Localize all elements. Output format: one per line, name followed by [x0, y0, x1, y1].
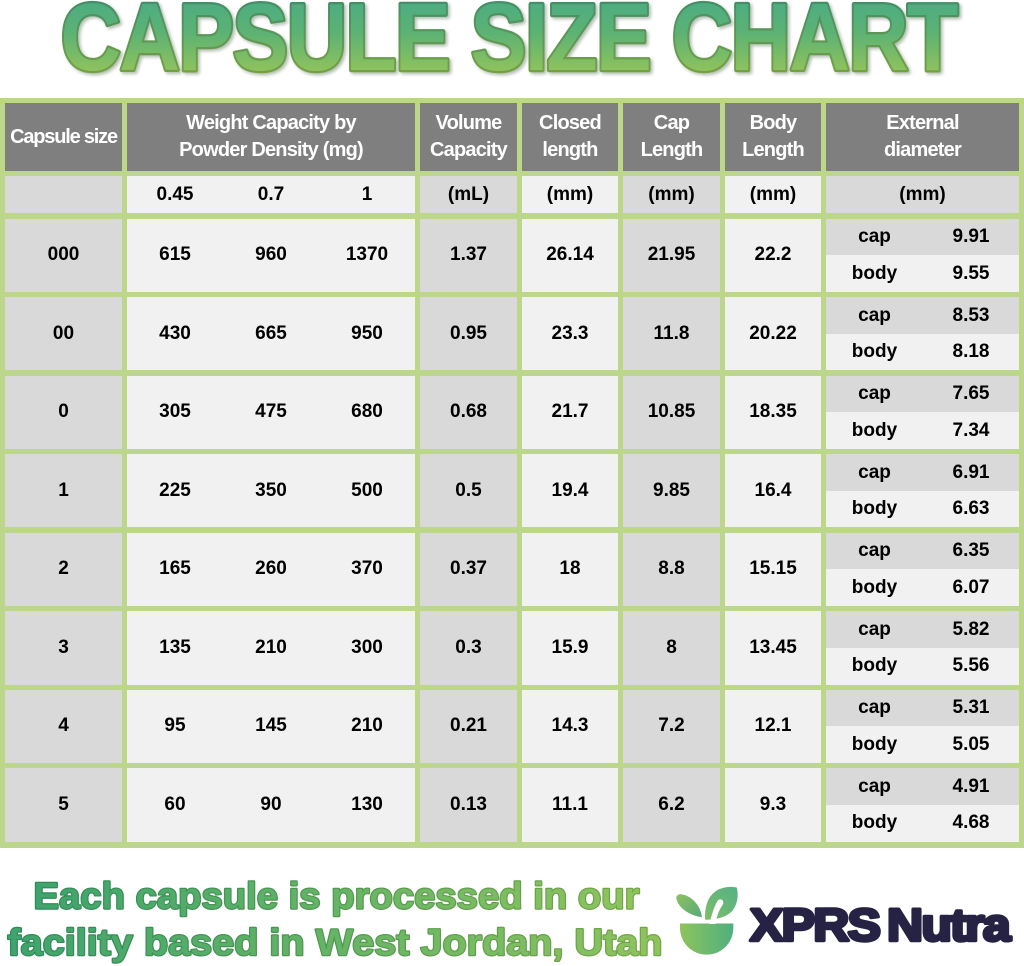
svg-text:facility based in West Jordan,: facility based in West Jordan, Utah [8, 921, 663, 963]
svg-text:Each capsule is processed in o: Each capsule is processed in our [34, 875, 640, 917]
svg-text:XPRS Nutra: XPRS Nutra [750, 900, 1012, 951]
svg-text:CAPSULE SIZE CHART: CAPSULE SIZE CHART [61, 0, 958, 91]
